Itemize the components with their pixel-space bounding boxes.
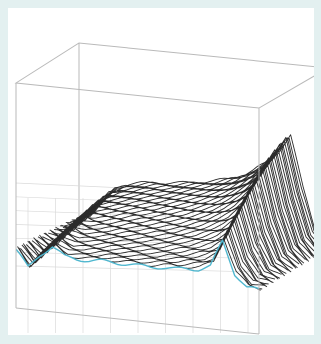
floor-grid [15,182,259,333]
trace-line [42,185,289,271]
trace-line [17,239,261,291]
trace-line [20,229,264,286]
trace-line [49,175,297,269]
grid-line [15,196,167,204]
box-top-plane [14,42,314,109]
trace-line [25,217,271,282]
trace-line [36,196,282,275]
grid-line [15,210,185,218]
trace-line [33,205,279,280]
front-trace-line [15,239,260,290]
waterfall-chart [14,42,314,335]
trace-line [58,157,306,261]
grid-line [15,251,240,259]
box-bottom-front-edge [15,307,260,335]
grid-line [15,182,149,190]
box-front-edges [15,83,260,335]
trace-line [65,150,314,258]
trace-line [64,149,313,257]
trace-stack [15,134,314,291]
grid-line [15,265,259,273]
grid-line [15,237,222,245]
chart-frame [8,8,314,335]
trace-line [48,174,295,267]
grid-line [15,224,204,231]
box-back-edges [14,42,314,228]
